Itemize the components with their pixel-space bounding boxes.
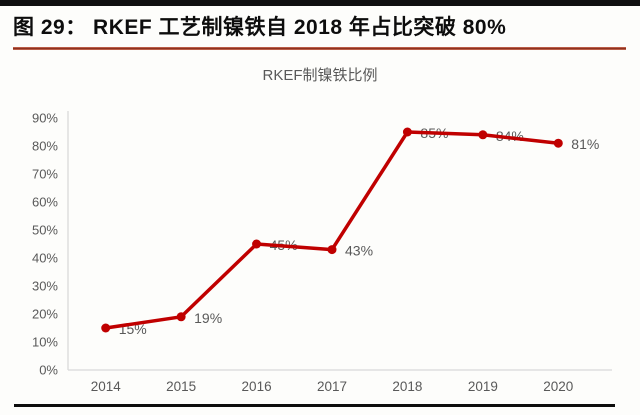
data-point-marker	[252, 239, 262, 249]
y-tick-label: 10%	[32, 335, 58, 350]
y-tick-label: 30%	[32, 279, 58, 294]
line-chart: 0% 10% 20% 30% 40% 50% 60% 70% 80% 90% 2014 2015 201…	[32, 111, 612, 394]
x-tick-label: 2019	[468, 379, 498, 394]
x-tick-label: 2018	[392, 379, 422, 394]
y-tick-label: 0%	[39, 363, 58, 378]
top-border-bar	[0, 0, 640, 6]
bottom-border-rule	[14, 404, 615, 407]
data-point-marker	[101, 323, 111, 333]
x-tick-label: 2016	[242, 379, 272, 394]
data-label: 19%	[194, 310, 222, 326]
y-tick-label: 20%	[32, 307, 58, 322]
data-label: 43%	[345, 243, 373, 259]
title-underline-rule	[13, 47, 626, 50]
y-tick-label: 40%	[32, 251, 58, 266]
series-line	[103, 130, 561, 330]
y-tick-label: 50%	[32, 223, 58, 238]
data-point-marker	[553, 138, 563, 148]
x-tick-label: 2017	[317, 379, 347, 394]
x-tick-label: 2020	[543, 379, 573, 394]
x-tick-label: 2015	[166, 379, 196, 394]
y-tick-label: 90%	[32, 111, 58, 126]
figure-title: 图 29： RKEF 工艺制镍铁自 2018 年占比突破 80%	[13, 16, 507, 39]
data-point-marker	[478, 130, 488, 140]
data-point-marker	[402, 127, 412, 137]
chart-title: RKEF制镍铁比例	[262, 67, 378, 84]
y-tick-label: 80%	[32, 139, 58, 154]
data-point-marker	[327, 245, 337, 255]
data-label: 81%	[571, 136, 599, 152]
y-tick-label: 60%	[32, 195, 58, 210]
data-point-marker	[176, 312, 186, 322]
y-tick-label: 70%	[32, 167, 58, 182]
x-tick-label: 2014	[91, 379, 122, 394]
